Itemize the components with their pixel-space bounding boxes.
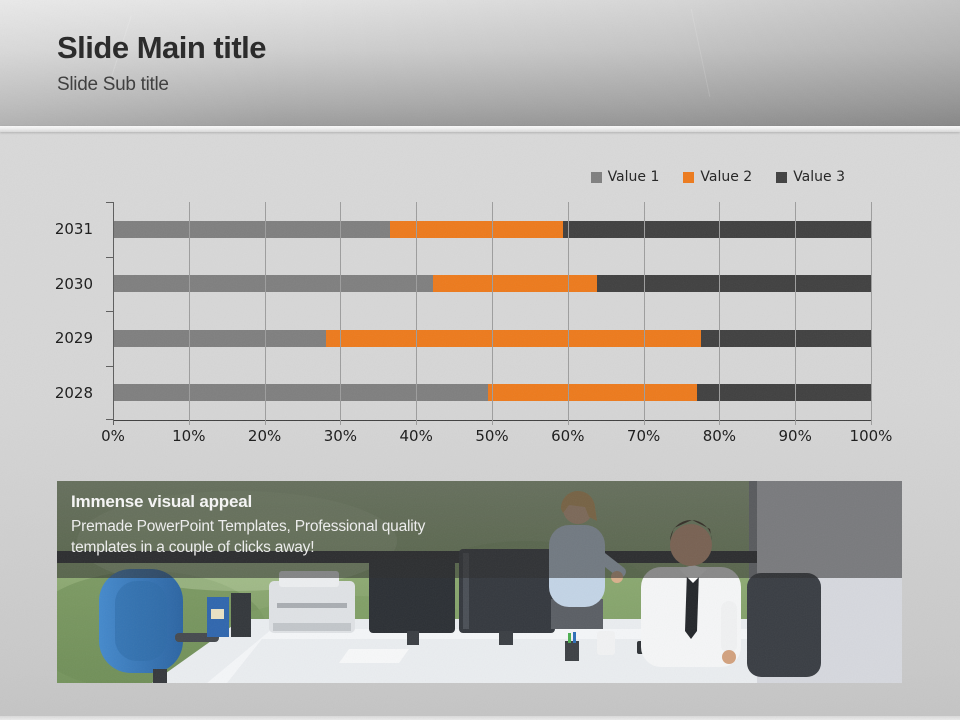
gridline	[188, 202, 190, 425]
x-axis-tick-label: 10%	[172, 427, 206, 445]
category-label: 2031	[54, 220, 93, 239]
x-axis-tick-label: 50%	[475, 427, 509, 445]
legend-item-1: Value 1	[590, 169, 660, 185]
legend-swatch-icon	[683, 171, 695, 183]
footer-strip	[0, 716, 960, 720]
gridline	[113, 202, 114, 425]
texture-scratch	[690, 8, 711, 98]
bar-segment-2030-series1	[113, 275, 433, 293]
banner-line1: Premade PowerPoint Templates, Profession…	[71, 518, 426, 535]
gridline	[416, 202, 418, 425]
coffee-cup	[597, 631, 615, 655]
chart-legend: Value 1 Value 2 Value 3	[590, 169, 845, 185]
value-axis-labels: 0% 10% 20% 30% 40% 50% 60% 70% 80% 90% 100%	[101, 427, 892, 447]
category-label: 2028	[54, 383, 93, 402]
category-axis-tick	[106, 202, 113, 203]
pen-cup	[565, 641, 579, 661]
gridline	[719, 202, 721, 425]
banner-line2: templates in a couple of clicks away!	[71, 539, 315, 556]
x-axis-tick-label: 30%	[323, 427, 358, 445]
bar-segment-2028-series3	[696, 384, 871, 402]
binder-dark	[231, 593, 251, 637]
x-axis-tick-label: 100%	[849, 427, 893, 445]
x-axis-tick-label: 40%	[399, 427, 433, 445]
category-axis-tick	[106, 311, 113, 312]
bar-segment-2030-series3	[597, 275, 871, 293]
legend-label: Value 1	[607, 169, 660, 185]
banner-caption: Immense visual appeal Premade PowerPoint…	[71, 492, 425, 558]
papers	[339, 649, 409, 663]
legend-label: Value 2	[700, 169, 753, 185]
legend-item-3: Value 3	[776, 169, 845, 185]
gridline	[264, 202, 266, 425]
slide-title: Slide Main title	[57, 30, 267, 65]
x-axis-tick-label: 80%	[702, 427, 737, 445]
legend-label: Value 3	[793, 169, 845, 185]
header-edge-highlight	[0, 126, 960, 132]
slide-subtitle: Slide Sub title	[57, 74, 169, 95]
legend-item-2: Value 2	[683, 169, 752, 185]
bar-segment-2031-series3	[562, 220, 871, 238]
category-axis-tick	[106, 256, 113, 258]
bar-segment-2028-series1	[113, 384, 488, 402]
gridline	[795, 202, 797, 425]
category-label: 2030	[54, 274, 93, 293]
photo-banner: Immense visual appeal Premade PowerPoint…	[57, 481, 902, 683]
x-axis-tick-label: 90%	[778, 427, 812, 445]
banner-heading: Immense visual appeal	[71, 492, 252, 511]
category-label: 2029	[54, 329, 93, 348]
gridline	[340, 202, 342, 425]
x-axis-tick-label: 60%	[551, 427, 585, 445]
gridline	[643, 202, 645, 425]
x-axis-tick-label: 0%	[101, 427, 125, 445]
category-axis-tick	[106, 365, 113, 367]
bar-segment-2031-series1	[113, 220, 391, 238]
bar-segment-2029-series1	[113, 329, 326, 347]
x-axis-tick-label: 20%	[247, 427, 282, 445]
bar-segment-2029-series3	[700, 329, 871, 347]
legend-swatch-icon	[776, 171, 788, 183]
legend-swatch-icon	[590, 171, 602, 183]
bar-segment-2030-series2	[432, 275, 597, 293]
category-axis-labels: 2031 2030 2029 2028	[50, 202, 103, 420]
x-axis-tick-label: 70%	[626, 427, 661, 445]
bar-segment-2028-series2	[487, 384, 697, 402]
gridline	[492, 202, 493, 425]
gridline	[871, 202, 872, 425]
gridline	[567, 202, 569, 425]
header-band: Slide Main title Slide Sub title	[0, 0, 960, 126]
category-axis-tick	[106, 419, 113, 420]
plot-area	[106, 202, 872, 425]
